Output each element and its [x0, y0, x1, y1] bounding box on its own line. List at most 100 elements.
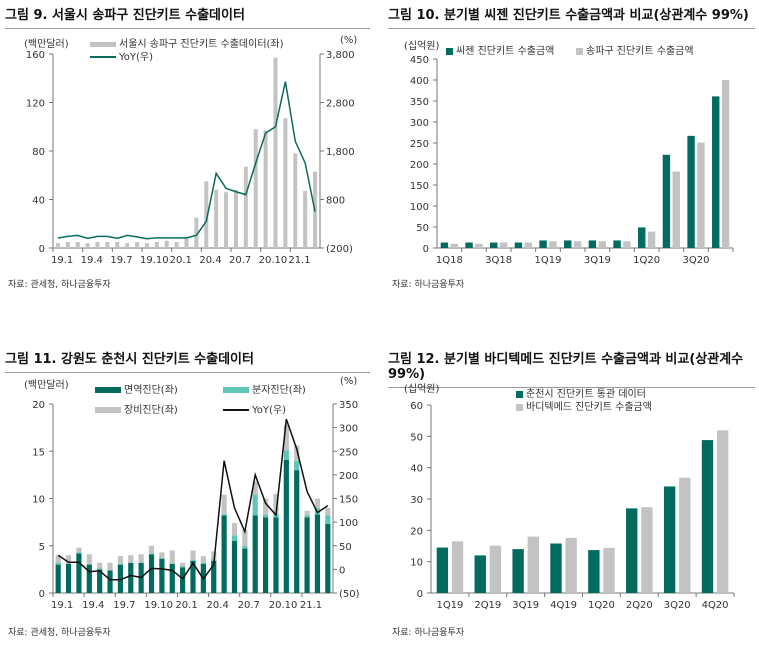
chart3-bar-molecular [242, 545, 248, 549]
chart3-bar-equipment [128, 555, 134, 563]
chart3-bar-equipment [221, 494, 227, 515]
chart3-y2tick-label: 300 [339, 424, 358, 435]
legend-swatch [576, 47, 583, 55]
chart2-bar-series2 [524, 242, 532, 248]
chart3-legend-3: 장비진단(좌) [95, 401, 178, 416]
chart3-bar-equipment [252, 481, 258, 495]
chart3-bar-molecular [159, 558, 165, 559]
chart4-xtick-label: 3Q19 [512, 600, 539, 611]
chart3-bar-immuno [231, 541, 238, 593]
chart3-bar-equipment [159, 552, 165, 559]
chart1-source: 자료: 관세청, 하나금융투자 [8, 280, 111, 290]
chart2-legend-1: 씨젠 진단키트 수출금액 [446, 42, 554, 57]
chart1-y2tick-label: 3,800 [326, 50, 355, 61]
chart3-bar-molecular [148, 553, 155, 555]
chart3-bar-immuno [294, 470, 300, 593]
chart4-legend-2: 바디텍메드 진단키트 수출금액 [516, 398, 652, 413]
chart1-bar [164, 240, 169, 248]
chart3-xtick-label: 20.10 [269, 600, 298, 611]
chart1-bar [115, 241, 120, 248]
chart4-ytick-label: 50 [410, 432, 423, 443]
chart3-bar-equipment [263, 498, 269, 515]
chart3-y2tick-label: 100 [339, 518, 358, 529]
chart2-bar-series2 [721, 80, 730, 248]
legend-label: 씨젠 진단키트 수출금액 [456, 46, 555, 57]
chart1-bar [303, 191, 308, 248]
chart3-ytick-label: 15 [32, 447, 45, 458]
chart4-ytick-label: 10 [410, 558, 423, 569]
chart1-title: 그림 9. 서울시 송파구 진단키트 수출데이터 [5, 4, 370, 29]
chart3-bar-molecular [263, 514, 269, 518]
chart2-bar-series1 [490, 242, 498, 248]
chart2-bar-series1 [638, 227, 646, 248]
chart2-bar-series2 [672, 171, 680, 248]
chart4-bar-series2 [679, 477, 691, 593]
chart2-bar-series1 [588, 240, 597, 248]
chart1-bar [273, 57, 278, 249]
chart3-bar-immuno [242, 548, 248, 593]
chart3-bar-immuno [159, 558, 165, 593]
chart1-xtick-label: 19.10 [140, 255, 169, 266]
chart1-bar [144, 243, 149, 248]
chart4-bar-series2 [451, 541, 464, 593]
chart3-bar-equipment [76, 547, 82, 553]
chart4-xtick-label: 2Q20 [626, 600, 653, 611]
chart1-ytick-label: 40 [32, 196, 45, 207]
chart3-y2tick-label: 50 [339, 542, 352, 553]
chart3-bar-immuno [117, 564, 123, 593]
chart1-bar [154, 241, 159, 248]
chart3-bar-molecular [304, 515, 310, 518]
chart1-y2tick-label: 2,800 [326, 99, 355, 110]
chart3-bar-immuno [221, 515, 227, 593]
chart3-bar-immuno [314, 514, 321, 593]
chart4-xtick-label: 3Q20 [664, 600, 691, 611]
chart2-ylabel: (십억원) [404, 41, 440, 52]
chart3-y2tick-label: (50) [339, 589, 360, 600]
chart4-bar-series1 [550, 543, 562, 593]
chart1-bar [243, 166, 248, 248]
legend-label: 서울시 송파구 진단키트 수출데이터(좌) [119, 39, 284, 50]
chart3-bar-molecular [294, 460, 300, 471]
chart4-ytick-label: 20 [410, 526, 423, 537]
chart2-xtick-label: 1Q19 [535, 255, 562, 266]
chart1-bar [65, 241, 70, 248]
chart3-bar-molecular [221, 514, 227, 516]
chart3-bar-equipment [117, 556, 123, 564]
chart1-xtick-label: 19.1 [51, 255, 73, 266]
chart3-xtick-label: 20.7 [238, 600, 260, 611]
chart3-bar-immuno [55, 564, 61, 593]
legend-label: 면역진단(좌) [124, 385, 178, 396]
chart1-bar [283, 118, 288, 248]
chart3-ytick-label: 0 [39, 589, 45, 600]
chart4-source: 자료: 하나금융투자 [392, 628, 465, 638]
chart2-xtick-label: 3Q18 [485, 255, 512, 266]
chart2-bar-series2 [450, 243, 458, 248]
chart1-bar [194, 217, 199, 248]
chart3-bar-molecular [97, 568, 103, 570]
chart2-bar-series2 [573, 241, 582, 248]
chart3-bar-immuno [283, 459, 289, 593]
chart3-bar-immuno [86, 564, 92, 593]
chart2-ytick-label: 450 [410, 55, 429, 66]
chart2-legend-2: 송파구 진단키트 수출금액 [576, 42, 694, 57]
chart1-xtick-label: 20.7 [229, 255, 251, 266]
chart4-legend-1: 춘천시 진단키트 통관 데이터 [516, 385, 646, 400]
chart3-y2tick-label: 350 [339, 400, 358, 411]
chart3-bar-immuno [65, 563, 72, 593]
chart1-xtick-label: 21.1 [288, 255, 310, 266]
chart4-bar-series2 [565, 537, 577, 593]
chart2-bar-series2 [647, 231, 656, 248]
chart1-bar [95, 241, 100, 248]
chart3-y2tick-label: 200 [339, 471, 358, 482]
chart2-bar-series1 [662, 154, 671, 248]
chart3-bar-immuno [325, 524, 331, 593]
chart2-bar-series1 [539, 240, 547, 248]
chart2-bar-series1 [712, 96, 720, 248]
chart1-xtick-label: 19.4 [81, 255, 103, 266]
chart1-xtick-label: 19.7 [110, 255, 132, 266]
chart1-ylabel: (백만달러) [24, 39, 69, 50]
chart4-ytick-label: 40 [410, 464, 423, 475]
chart4-title: 그림 12. 분기별 바디텍메드 진단키트 수출금액과 비교(상관계수 99%) [388, 348, 755, 388]
chart2-bar-series1 [514, 242, 523, 248]
chart2-source: 자료: 하나금융투자 [392, 280, 465, 290]
